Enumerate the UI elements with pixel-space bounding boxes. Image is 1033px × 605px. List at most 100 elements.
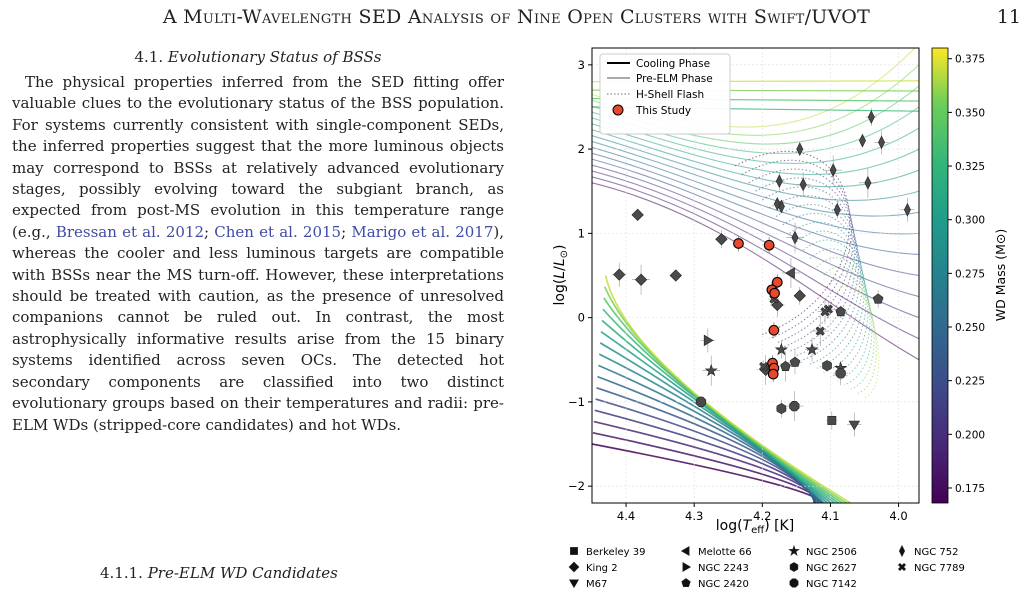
- text-column: 4.1. Evolutionary Status of BSSs The phy…: [12, 48, 504, 436]
- cooling-track: [603, 286, 849, 503]
- h-shell-flash-track: [762, 186, 858, 352]
- marker-legend-icon: [898, 544, 906, 558]
- literature-point: [669, 269, 682, 282]
- literature-point: [773, 196, 781, 211]
- marker-legend-label: NGC 2420: [698, 579, 749, 590]
- marker-legend-label: NGC 752: [914, 547, 958, 558]
- literature-point: [785, 267, 795, 279]
- legend-label: H-Shell Flash: [636, 89, 704, 101]
- paragraph-separator: ;: [341, 222, 352, 241]
- literature-point: [759, 361, 769, 372]
- plot-frame: [591, 47, 920, 504]
- hr-diagram-chart: 4.4 4.3 4.2 4.1 4.0 −2 −1 0 1 2 3 log(Teff) [K] lo…: [552, 47, 1008, 590]
- hr-diagram-figure: 4.4 4.3 4.2 4.1 4.0 −2 −1 0 1 2 3 log(Teff) [K] lo…: [550, 42, 1033, 605]
- this-study-point: [767, 368, 779, 380]
- colorbar-tick-label: 0.175: [955, 483, 985, 495]
- x-tick-label: 4.1: [821, 509, 839, 523]
- y-tick-label: −2: [568, 479, 585, 493]
- marker-legend-label: Berkeley 39: [586, 547, 645, 558]
- marker-legend-label: NGC 2627: [806, 563, 857, 574]
- marker-legend-icon: [681, 578, 691, 587]
- h-shell-flash-track: [836, 283, 880, 399]
- legend-label: Cooling Phase: [636, 58, 710, 70]
- cooling-track: [598, 364, 823, 503]
- literature-point: [631, 208, 644, 221]
- x-axis-label: log(Teff) [K]: [716, 518, 794, 536]
- this-study-marker-icon: [612, 104, 624, 116]
- x-tick-label: 4.0: [889, 509, 907, 523]
- paragraph-separator: ;: [204, 222, 215, 241]
- cooling-track: [592, 443, 823, 503]
- this-study-point: [768, 324, 780, 336]
- legend: Cooling Phase Pre-ELM Phase H-Shell Flas…: [599, 53, 731, 135]
- marker-legend-icon: [897, 562, 907, 572]
- marker-legend-label: NGC 7142: [806, 579, 857, 590]
- literature-point: [827, 415, 837, 425]
- colorbar-tick-label: 0.200: [955, 429, 985, 441]
- literature-point: [835, 306, 846, 317]
- this-study-point: [733, 238, 744, 249]
- h-shell-flash-track: [816, 257, 873, 386]
- section-number: 4.1.: [134, 48, 164, 66]
- literature-point: [715, 233, 728, 246]
- colorbar-tick-label: 0.375: [955, 54, 985, 66]
- colorbar-label: WD Mass (M⊙): [993, 229, 1008, 321]
- cooling-track: [593, 420, 817, 503]
- literature-point: [878, 135, 885, 150]
- pre-elm-track: [592, 158, 919, 277]
- cooling-track: [595, 398, 816, 503]
- pre-elm-track: [592, 146, 919, 235]
- h-shell-flash-track: [823, 266, 875, 390]
- marker-legend: Berkeley 39 King 2 M67 Melotte 66 NGC 2243 NG…: [568, 544, 965, 590]
- h-shell-flash-track: [775, 204, 861, 361]
- pre-elm-track: [592, 164, 919, 298]
- this-study-point: [763, 239, 775, 251]
- marker-legend-icon: [788, 544, 800, 556]
- section-title: Evolutionary Status of BSSs: [167, 48, 382, 66]
- h-shell-flash-track: [741, 159, 852, 340]
- paragraph-part-4: ), whereas the cooler and less luminous …: [12, 222, 505, 434]
- literature-point: [776, 403, 787, 415]
- literature-point: [793, 289, 806, 302]
- page-header: A Multi-Wavelength SED Analysis of Nine …: [0, 6, 1033, 34]
- cooling-track: [597, 375, 820, 503]
- marker-legend-label: NGC 2506: [806, 547, 857, 558]
- literature-point: [613, 268, 626, 281]
- marker-legend-icon: [789, 562, 799, 572]
- literature-point: [703, 334, 714, 347]
- literature-point: [822, 360, 832, 372]
- literature-point: [791, 230, 799, 245]
- citation-link[interactable]: Bressan et al. 2012: [55, 222, 205, 241]
- marker-legend-label: Melotte 66: [698, 547, 752, 558]
- marker-legend-label: NGC 2243: [698, 563, 749, 574]
- colorbar-tick-label: 0.225: [955, 376, 985, 388]
- x-tick-label: 4.3: [685, 509, 703, 523]
- x-tick-label: 4.4: [617, 509, 635, 523]
- h-shell-flash-track: [830, 274, 877, 394]
- cooling-track: [604, 275, 853, 503]
- pre-elm-track: [592, 140, 919, 217]
- section-heading: 4.1. Evolutionary Status of BSSs: [12, 48, 504, 66]
- colorbar-tick-label: 0.250: [955, 322, 985, 334]
- citation-link[interactable]: Marigo et al. 2017: [351, 222, 494, 241]
- cooling-track: [598, 353, 826, 503]
- colorbar-tick-label: 0.275: [955, 268, 985, 280]
- citation-link[interactable]: Chen et al. 2015: [214, 222, 342, 241]
- colorbar-tick-label: 0.350: [955, 107, 985, 119]
- literature-point: [799, 177, 807, 192]
- y-tick-label: 3: [578, 58, 585, 72]
- subsection-title: Pre-ELM WD Candidates: [147, 564, 338, 582]
- marker-legend-icon: [570, 547, 578, 555]
- literature-point: [835, 368, 846, 379]
- y-tick-label: −1: [568, 395, 585, 409]
- literature-point: [864, 175, 872, 190]
- marker-legend-icon: [682, 561, 692, 573]
- y-tick-label: 1: [578, 226, 585, 240]
- literature-point: [789, 400, 800, 412]
- subsection-number: 4.1.1.: [100, 564, 143, 582]
- marker-legend-icon: [680, 545, 690, 557]
- y-tick-label: 0: [578, 311, 585, 325]
- literature-point: [634, 273, 648, 286]
- cooling-track: [596, 387, 817, 503]
- marker-legend-label: NGC 7789: [914, 563, 965, 574]
